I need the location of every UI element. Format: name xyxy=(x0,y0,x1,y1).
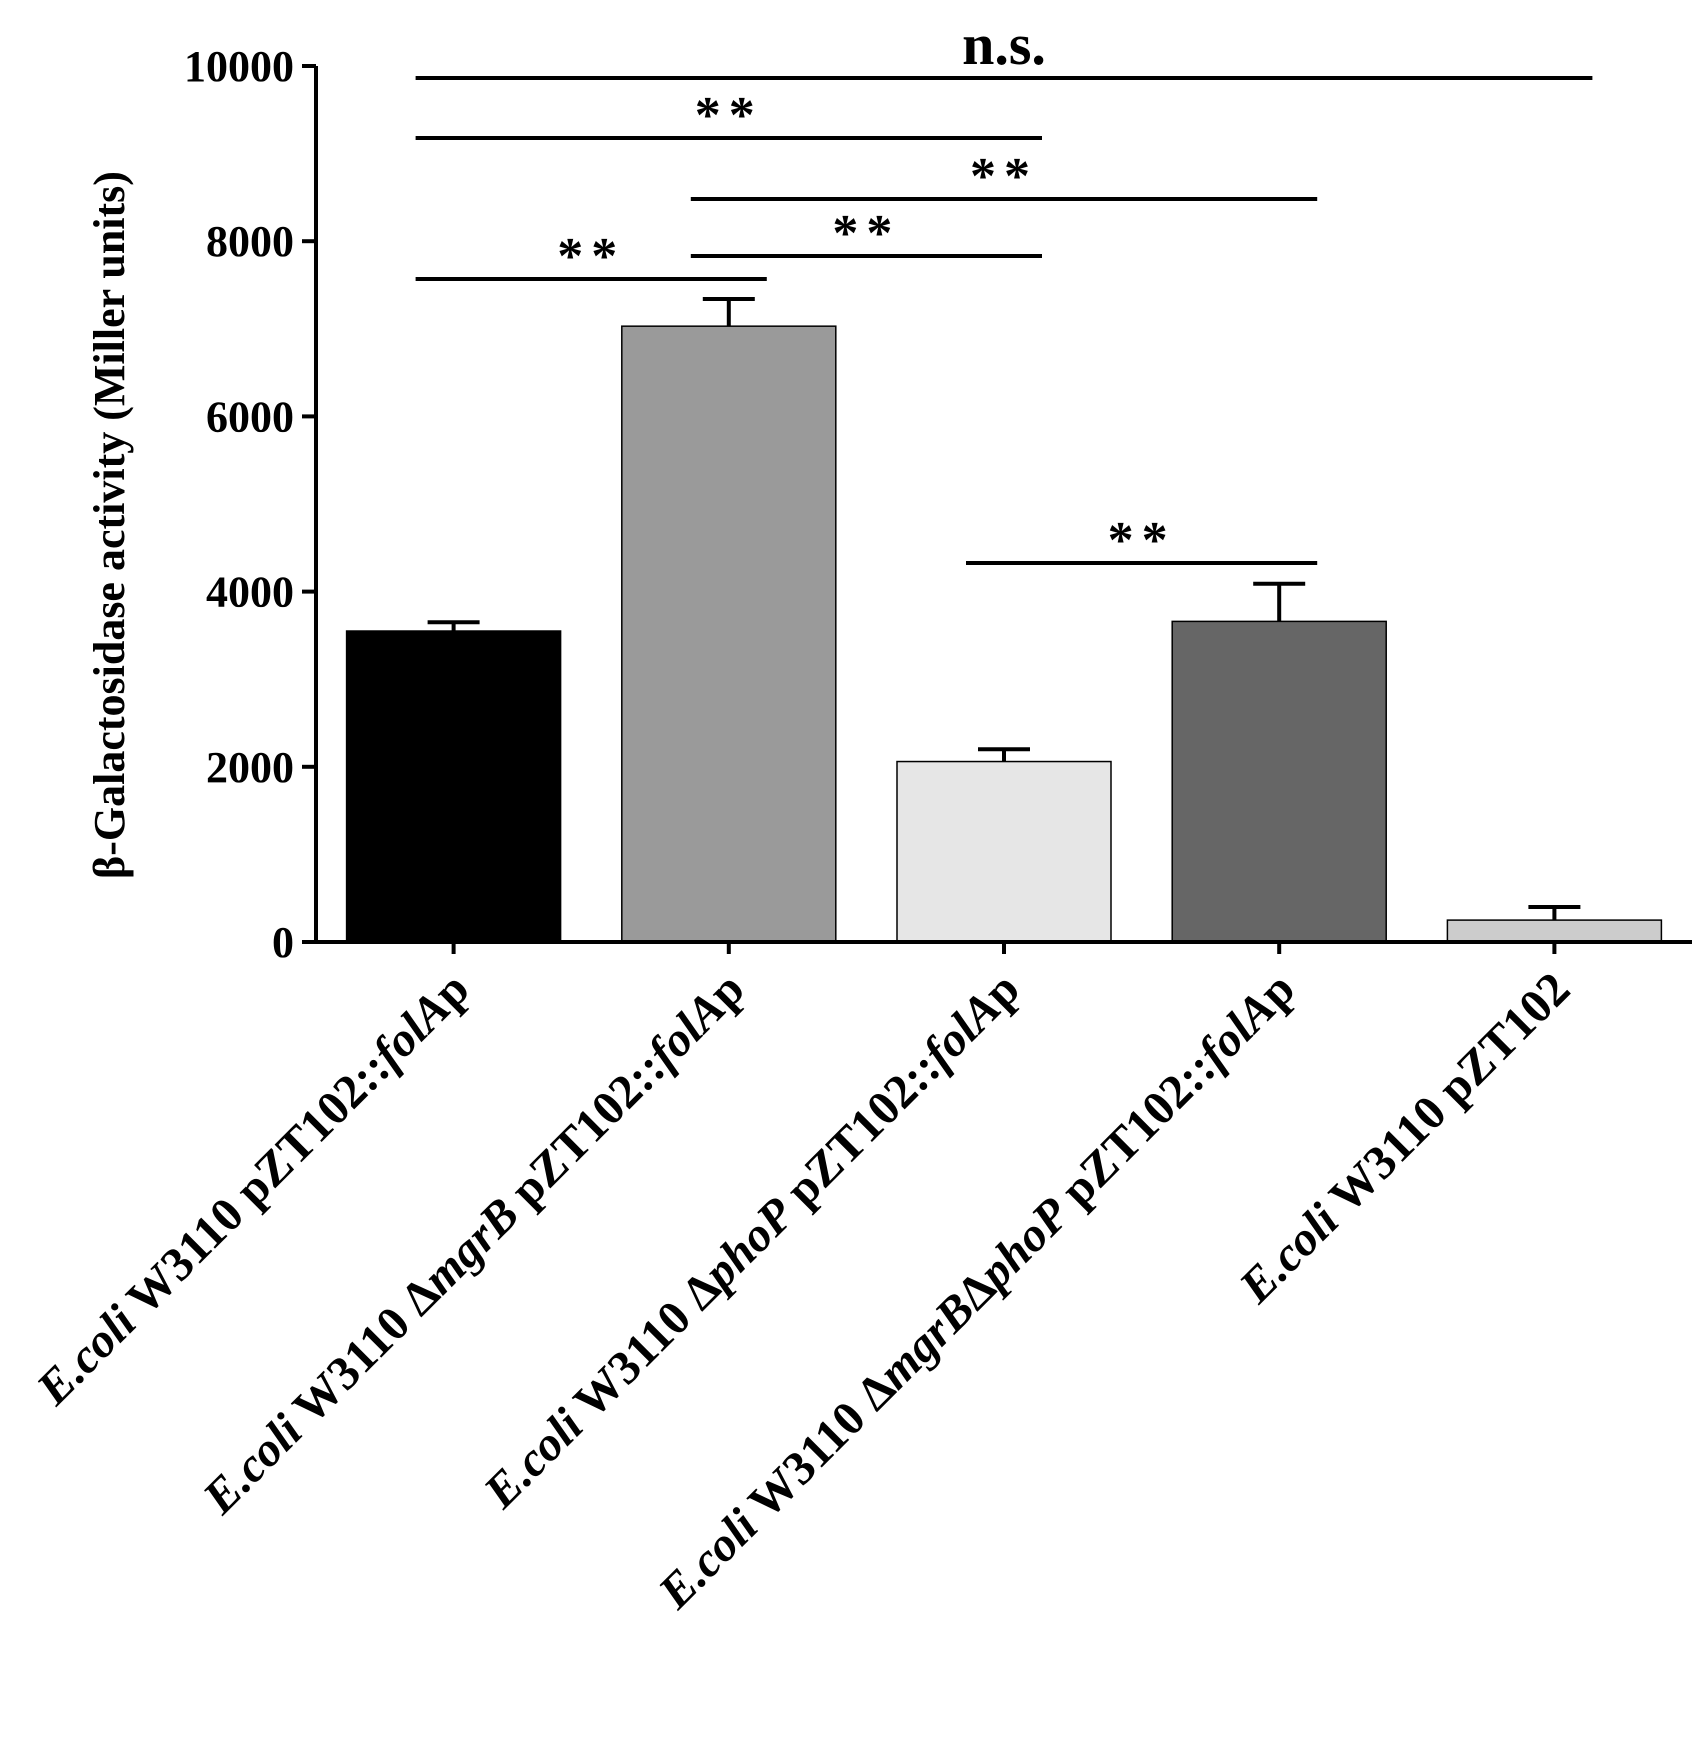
significance-label-2: ** xyxy=(695,87,763,144)
significance-label-4: ** xyxy=(832,205,900,262)
y-tick-label: 10000 xyxy=(184,42,294,91)
bar-1 xyxy=(345,630,562,943)
x-tick-label-1: E.coli W3110 pZT102::folAp xyxy=(26,962,479,1415)
x-tick-label-part: pZT102:: xyxy=(1042,1042,1226,1226)
bar-4 xyxy=(1171,620,1387,943)
x-tick-label-4: E.coli W3110 ΔmgrBΔphoP pZT102::folAp xyxy=(648,962,1305,1619)
y-tick-label: 6000 xyxy=(206,392,294,441)
y-tick-label: 2000 xyxy=(206,743,294,792)
x-tick-label-part: pZT102:: xyxy=(492,1042,676,1226)
x-tick-label-part: W3110 pZT102:: xyxy=(109,1042,400,1333)
significance-label-6: ** xyxy=(1108,512,1176,569)
bar-3 xyxy=(896,760,1112,943)
x-tick-label-part: W3110 Δ xyxy=(556,1261,731,1436)
x-tick-label-part: W3110 Δ xyxy=(730,1362,905,1537)
x-tick-label-part: W3110 pZT102 xyxy=(1311,962,1580,1231)
y-tick-label: 8000 xyxy=(206,217,294,266)
x-tick-label-3: E.coli W3110 ΔphoP pZT102::folAp xyxy=(473,962,1030,1519)
significance-label-5: ** xyxy=(557,228,625,285)
significance-label-1: n.s. xyxy=(962,12,1046,77)
x-tick-label-part: pZT102:: xyxy=(767,1042,951,1226)
y-axis-label: β-Galactosidase activity (Miller units) xyxy=(85,171,134,879)
x-tick-label-part: W3110 Δ xyxy=(275,1267,450,1442)
bar-2 xyxy=(621,325,837,943)
y-tick-label: 4000 xyxy=(206,568,294,617)
bar-5 xyxy=(1446,919,1663,943)
significance-label-3: ** xyxy=(970,148,1038,205)
y-tick-label: 0 xyxy=(272,918,294,967)
x-tick-label-2: E.coli W3110 ΔmgrB pZT102::folAp xyxy=(192,962,754,1524)
